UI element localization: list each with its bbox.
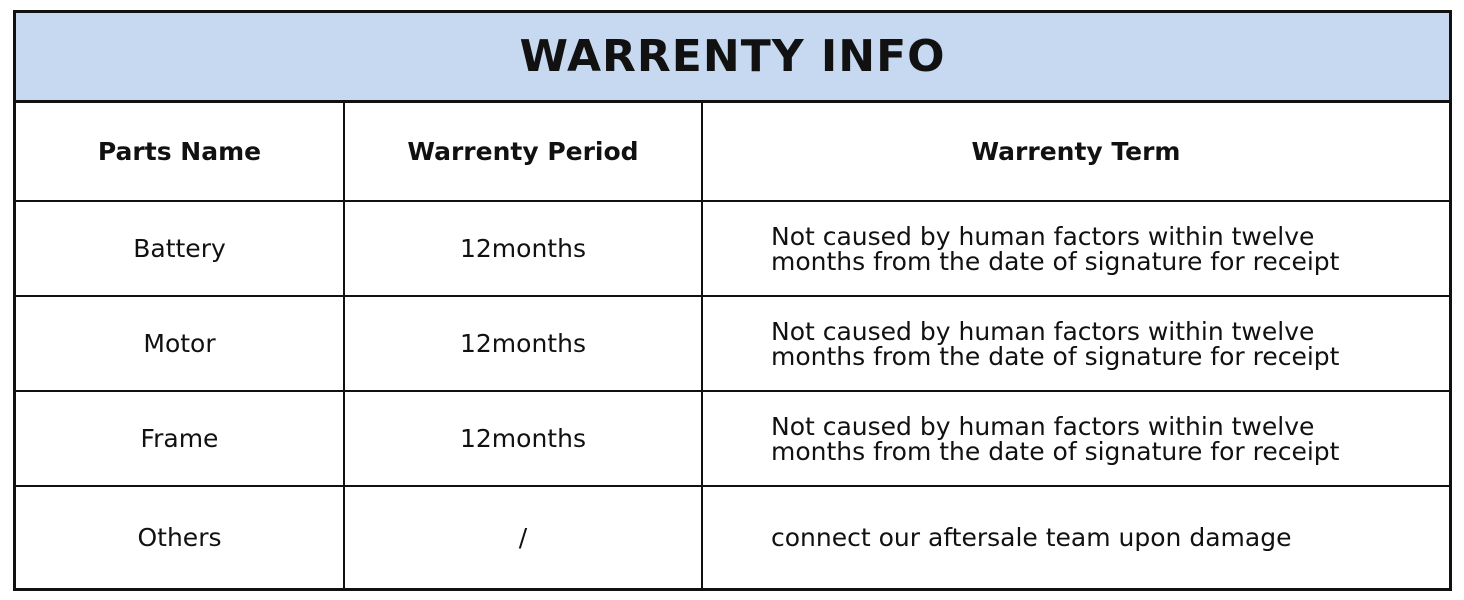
table-row: Motor 12months Not caused by human facto… <box>16 297 1449 392</box>
column-header-warranty-period: Warrenty Period <box>345 103 703 200</box>
term-line: Not caused by human factors within twelv… <box>771 221 1315 251</box>
table-row: Frame 12months Not caused by human facto… <box>16 392 1449 487</box>
column-header-row: Parts Name Warrenty Period Warrenty Term <box>16 103 1449 202</box>
table-row: Battery 12months Not caused by human fac… <box>16 202 1449 297</box>
warranty-period: / <box>345 487 703 588</box>
column-header-parts-name: Parts Name <box>16 103 345 200</box>
warranty-period: 12months <box>345 297 703 390</box>
warranty-term: Not caused by human factors within twelv… <box>703 202 1449 295</box>
part-name: Frame <box>16 392 345 485</box>
column-header-warranty-term: Warrenty Term <box>971 137 1181 166</box>
term-line: months from the date of signature for re… <box>771 436 1340 466</box>
part-name: Battery <box>16 202 345 295</box>
term-line: Not caused by human factors within twelv… <box>771 411 1315 441</box>
term-line: Not caused by human factors within twelv… <box>771 316 1315 346</box>
warranty-term: Not caused by human factors within twelv… <box>703 297 1449 390</box>
warranty-term: connect our aftersale team upon damage <box>771 523 1292 552</box>
term-line: months from the date of signature for re… <box>771 341 1340 371</box>
table-row: Others / connect our aftersale team upon… <box>16 487 1449 588</box>
part-name: Others <box>16 487 345 588</box>
term-line: months from the date of signature for re… <box>771 246 1340 276</box>
warranty-term: Not caused by human factors within twelv… <box>703 392 1449 485</box>
part-name: Motor <box>16 297 345 390</box>
table-title: WARRENTY INFO <box>16 13 1449 103</box>
warranty-table: WARRENTY INFO Parts Name Warrenty Period… <box>13 10 1452 591</box>
warranty-period: 12months <box>345 392 703 485</box>
warranty-period: 12months <box>345 202 703 295</box>
